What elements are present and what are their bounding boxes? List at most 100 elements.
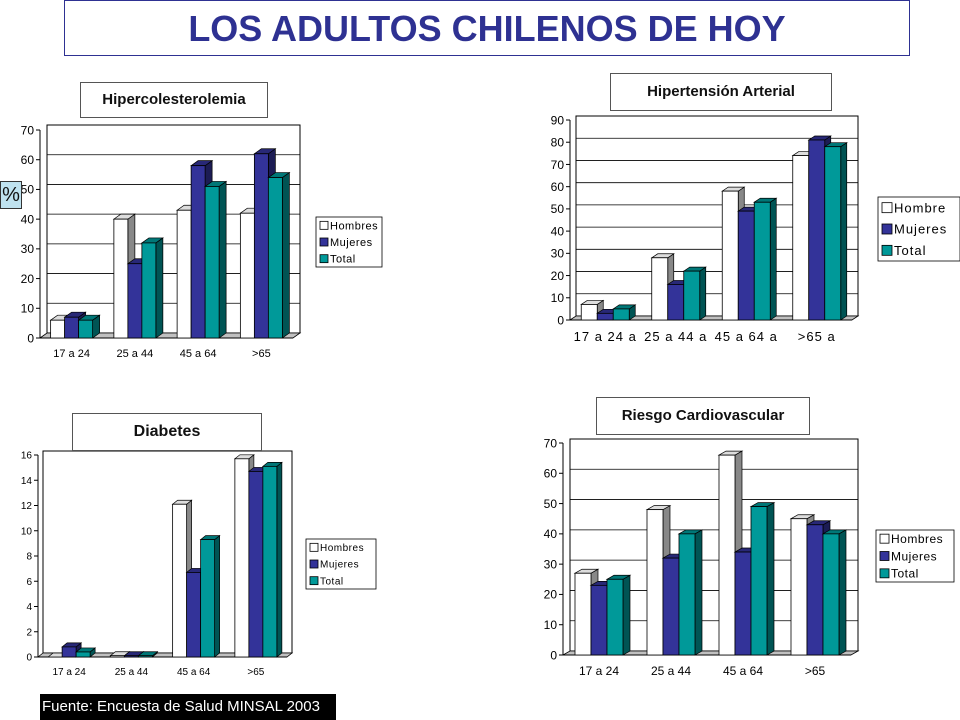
- y-tick-label: 30: [551, 247, 565, 261]
- legend-label-mujeres: Mujeres: [891, 549, 937, 563]
- y-tick-label: 40: [544, 527, 558, 541]
- bar-total: [606, 578, 624, 656]
- legend-swatch-hombres: [881, 202, 893, 214]
- y-tick-label: 4: [26, 602, 32, 613]
- legend-label-mujeres: Mujeres: [894, 222, 947, 237]
- x-category-label: >65: [805, 664, 826, 678]
- bar-total: [678, 533, 696, 656]
- bar-hombres: [574, 572, 592, 656]
- y-tick-label: 0: [557, 313, 564, 327]
- y-tick-label: 0: [26, 653, 32, 664]
- bar-hombres: [580, 304, 598, 321]
- x-category-label: 45 a 64: [180, 348, 217, 360]
- y-tick-label: 12: [21, 501, 33, 512]
- bar-side-total: [766, 501, 775, 656]
- y-tick-label: 60: [21, 153, 35, 167]
- y-tick-label: 60: [551, 180, 565, 194]
- x-category-label: 25 a 44: [115, 667, 149, 678]
- bar-mujeres: [734, 551, 752, 656]
- bar-total: [753, 201, 771, 321]
- y-tick-label: 30: [21, 242, 35, 256]
- y-tick-label: 16: [21, 451, 33, 462]
- legend-label-hombres: Hombres: [330, 220, 378, 232]
- legend-swatch-mujeres: [881, 223, 893, 235]
- y-tick-label: 70: [544, 436, 558, 450]
- bar-total: [141, 242, 157, 339]
- bar-mujeres: [806, 524, 824, 656]
- bar-total: [78, 319, 94, 339]
- legend-label-total: Total: [320, 576, 344, 587]
- y-tick-label: 8: [26, 552, 32, 563]
- bar-hombres: [646, 509, 664, 656]
- x-category-label: 25 a 44 a: [644, 329, 707, 344]
- legend-swatch-hombres: [309, 542, 319, 552]
- bar-total: [204, 186, 220, 339]
- chart-title-hipercolesterolemia: Hipercolesterolemia: [80, 82, 268, 118]
- x-category-label: 25 a 44: [117, 348, 154, 360]
- bar-hombres: [790, 518, 808, 656]
- bar-total: [137, 655, 153, 658]
- chart-title-riesgo-cardiovascular: Riesgo Cardiovascular: [596, 397, 810, 435]
- bar-side-total: [694, 529, 703, 656]
- legend-label-hombres: Hombres: [320, 543, 364, 554]
- x-category-label: 45 a 64: [723, 664, 763, 678]
- bar-total: [200, 539, 216, 658]
- x-category-label: 17 a 24 a: [574, 329, 637, 344]
- percent-axis-label: %: [0, 181, 22, 209]
- bar-hombres: [718, 454, 736, 656]
- y-tick-label: 50: [544, 497, 558, 511]
- page-title: LOS ADULTOS CHILENOS DE HOY: [64, 0, 910, 56]
- bar-mujeres: [590, 584, 608, 656]
- x-category-label: 45 a 64: [177, 667, 211, 678]
- chart-title-diabetes: Diabetes: [72, 413, 262, 451]
- legend-swatch-total: [879, 568, 890, 579]
- y-tick-label: 30: [544, 557, 558, 571]
- bar-total: [267, 177, 283, 339]
- y-tick-label: 20: [544, 588, 558, 602]
- y-tick-label: 50: [551, 202, 565, 216]
- y-tick-label: 2: [26, 627, 32, 638]
- y-tick-label: 40: [551, 224, 565, 238]
- legend-label-total: Total: [891, 567, 919, 581]
- chart-title-hipertension: Hipertensión Arterial: [610, 73, 832, 111]
- y-tick-label: 50: [21, 183, 35, 197]
- y-tick-label: 80: [551, 136, 565, 150]
- bar-total: [262, 465, 278, 658]
- x-category-label: 17 a 24: [52, 667, 86, 678]
- legend-label-hombres: Hombre: [894, 200, 946, 215]
- legend-swatch-mujeres: [319, 237, 329, 247]
- bar-total: [75, 651, 91, 658]
- y-tick-label: 14: [21, 476, 33, 487]
- y-tick-label: 20: [551, 269, 565, 283]
- y-tick-label: 6: [26, 577, 32, 588]
- y-tick-label: 10: [21, 526, 33, 537]
- bar-total: [683, 270, 701, 321]
- y-tick-label: 70: [551, 158, 565, 172]
- y-tick-label: 10: [544, 618, 558, 632]
- legend-swatch-hombres: [319, 220, 329, 230]
- x-category-label: 17 a 24: [53, 348, 90, 360]
- y-tick-label: 20: [21, 272, 35, 286]
- x-category-label: 17 a 24: [579, 664, 619, 678]
- source-footnote: Fuente: Encuesta de Salud MINSAL 2003: [40, 694, 336, 720]
- y-tick-label: 10: [21, 302, 35, 316]
- bar-total: [750, 506, 768, 656]
- bar-total: [824, 146, 842, 321]
- bar-side-total: [622, 574, 631, 656]
- y-tick-label: 0: [27, 331, 34, 345]
- legend-swatch-total: [319, 254, 329, 264]
- x-category-label: 45 a 64 a: [715, 329, 778, 344]
- legend-label-hombres: Hombres: [891, 532, 943, 546]
- x-category-label: >65 a: [798, 329, 836, 344]
- legend-swatch-mujeres: [309, 559, 319, 569]
- legend-swatch-mujeres: [879, 551, 890, 561]
- bar-total: [822, 533, 840, 656]
- x-category-label: 25 a 44: [651, 664, 691, 678]
- y-tick-label: 70: [21, 123, 35, 137]
- bar-mujeres: [662, 557, 680, 656]
- bar-total: [612, 308, 630, 321]
- bar-side-total: [838, 529, 847, 656]
